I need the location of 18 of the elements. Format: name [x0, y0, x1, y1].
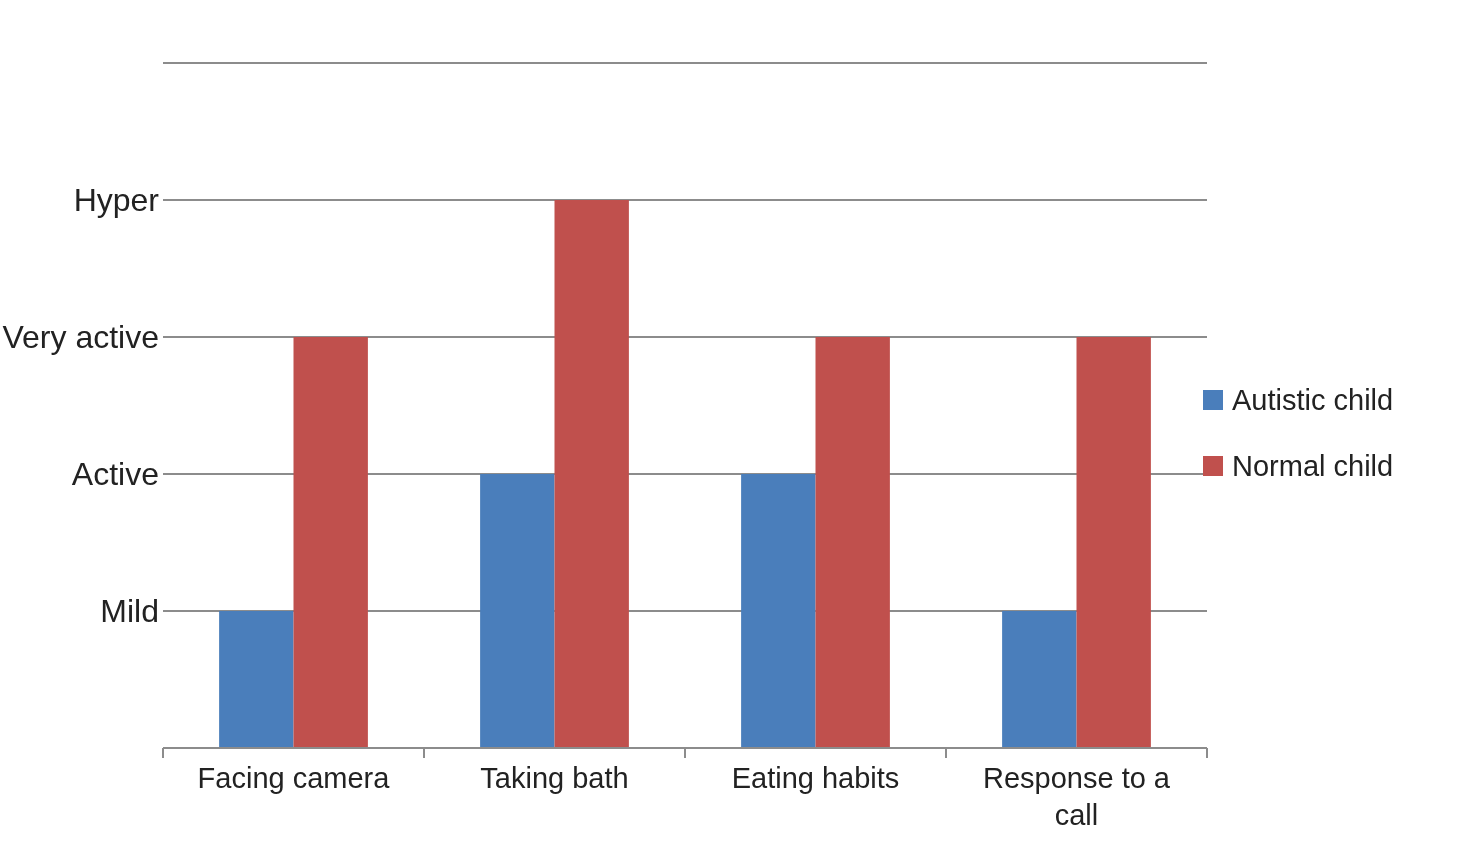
bar — [480, 474, 555, 748]
x-tick-label: Eating habits — [731, 762, 900, 794]
bar — [815, 337, 890, 748]
x-tick-label: Taking bath — [480, 762, 629, 794]
bar — [741, 474, 816, 748]
ref-line-label: Hyper — [73, 182, 160, 218]
legend-label: Normal child — [1232, 450, 1394, 482]
ref-line-label: Active — [71, 456, 159, 492]
bar — [1076, 337, 1151, 748]
bar — [293, 337, 368, 748]
ref-line-label: Very active — [2, 319, 159, 355]
bar — [219, 611, 294, 748]
bar — [1002, 611, 1077, 748]
bar — [554, 200, 629, 748]
legend-label: Autistic child — [1232, 384, 1394, 416]
ref-line-label: Mild — [100, 593, 159, 629]
x-tick-label: Response to a call — [982, 762, 1171, 831]
x-tick-label: Facing camera — [197, 762, 391, 794]
